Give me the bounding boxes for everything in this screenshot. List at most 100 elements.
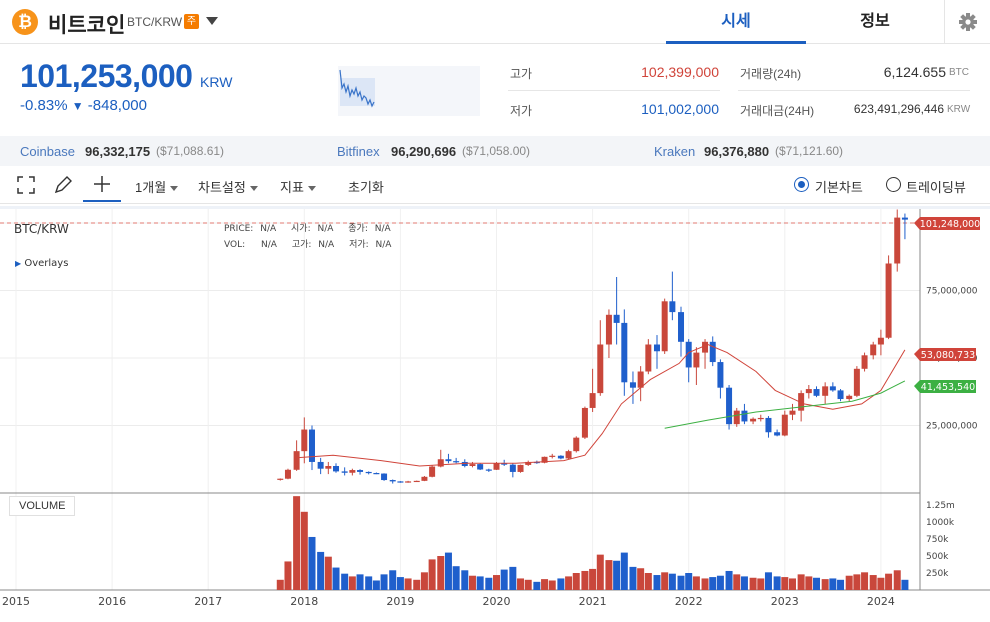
tab-market[interactable]: 시세 <box>666 0 806 44</box>
volume-bar <box>668 573 676 590</box>
settings-button[interactable] <box>944 0 990 44</box>
mini-price-chart[interactable] <box>338 66 480 116</box>
volume-bar <box>821 579 829 590</box>
basic-chart-label[interactable]: 기본차트 <box>815 180 863 195</box>
open-value: N/A <box>317 224 334 234</box>
volume-bar <box>788 578 796 590</box>
year-axis-tick: 2019 <box>386 595 414 608</box>
fullscreen-icon[interactable] <box>17 176 35 194</box>
candle-body <box>894 217 901 264</box>
volume-bar <box>709 577 717 590</box>
ma-short-line <box>294 343 906 467</box>
pencil-icon[interactable] <box>53 175 73 195</box>
volume-bar <box>548 580 556 590</box>
candle-body <box>573 437 580 452</box>
volume-bar <box>420 572 428 590</box>
volume-bar <box>444 552 452 590</box>
volume-bar <box>716 575 724 590</box>
candle-body <box>653 344 660 352</box>
exchange-coinbase[interactable]: Coinbase <box>20 144 75 159</box>
exchange-krw-price: 96,332,175 <box>85 144 151 159</box>
chevron-down-icon <box>170 186 179 192</box>
crosshair-button[interactable] <box>83 168 121 202</box>
low-label: 저가: <box>349 240 369 250</box>
candle-body <box>357 470 364 472</box>
divider <box>508 90 720 91</box>
ohlc-readout: PRICE: N/A 시가: N/A 종가: N/A <box>224 221 391 234</box>
candle-body <box>477 464 484 470</box>
year-axis-tick: 2024 <box>867 595 895 608</box>
candle-body <box>678 312 685 342</box>
volume-bar <box>661 572 669 590</box>
volume-bar <box>613 560 621 590</box>
candle-body <box>541 456 548 463</box>
candle-body <box>669 301 676 313</box>
volume-bar <box>805 576 813 590</box>
volume-bar <box>885 573 893 590</box>
candle-body <box>469 464 476 466</box>
volume-bar <box>581 570 589 590</box>
volume-bar <box>692 576 700 590</box>
volume-bar <box>533 581 541 590</box>
volume-bar <box>308 536 316 590</box>
exchange-bitfinex[interactable]: Bitfinex <box>337 144 380 159</box>
gear-icon <box>959 13 977 31</box>
volume-bar <box>372 580 380 590</box>
volume-bar <box>485 577 493 590</box>
volume-bar <box>565 576 573 590</box>
chart-settings-label: 차트설정 <box>198 180 246 195</box>
candle-body <box>709 341 716 363</box>
volume-bar <box>620 552 628 590</box>
candle-body <box>750 418 757 422</box>
exchange-kraken[interactable]: Kraken <box>654 144 696 159</box>
volume-bar <box>517 578 525 590</box>
year-axis-tick: 2023 <box>771 595 799 608</box>
change-amount: -848,000 <box>87 97 147 114</box>
reset-button[interactable]: 초기화 <box>348 180 384 195</box>
candle-body <box>445 459 452 462</box>
volume-bar <box>861 572 869 590</box>
candle-body <box>365 471 372 474</box>
crosshair-icon <box>94 176 110 192</box>
tradingview-radio[interactable] <box>886 177 901 192</box>
current-price: 101,253,000 <box>20 58 193 94</box>
volume-bar <box>740 576 748 590</box>
exchange-usd-price: ($71,088.61) <box>156 144 225 158</box>
interval-label: 1개월 <box>135 180 167 195</box>
price-change: -0.83% ▼ -848,000 <box>20 97 147 114</box>
volume-bar <box>629 566 637 590</box>
interval-dropdown[interactable]: 1개월 <box>135 177 179 196</box>
volume-bar <box>757 578 765 590</box>
tradingview-label[interactable]: 트레이딩뷰 <box>906 180 966 195</box>
exchange-usd-price: ($71,058.00) <box>462 144 531 158</box>
basic-chart-radio[interactable] <box>794 177 809 192</box>
volume-value: 6,124.655 <box>883 64 946 80</box>
volume-bar <box>317 551 325 590</box>
candle-body <box>277 478 284 480</box>
overlays-toggle[interactable]: ▶ Overlays <box>15 258 68 269</box>
volume-bar <box>332 567 340 590</box>
coin-dropdown-chevron-icon[interactable] <box>206 17 218 25</box>
coin-name[interactable]: 비트코인 <box>48 14 126 37</box>
volume-bar <box>356 574 364 590</box>
volume-bar <box>572 573 580 590</box>
chart-settings-dropdown[interactable]: 차트설정 <box>198 177 258 196</box>
amount-value: 623,491,296,446 <box>853 102 944 116</box>
candle-body <box>485 469 492 471</box>
volume-bar <box>365 576 373 590</box>
candle-body <box>429 466 436 477</box>
candle-body <box>605 314 612 345</box>
candle-body <box>493 463 500 470</box>
chart-symbol-label: BTC/KRW <box>14 222 69 236</box>
volume-bar <box>853 574 861 590</box>
high-value: 102,399,000 <box>641 64 719 80</box>
volume-axis-tick: 1.25m <box>926 501 955 511</box>
tab-info[interactable]: 정보 <box>860 13 890 30</box>
high-value: N/A <box>318 240 335 250</box>
candle-body <box>885 263 892 338</box>
volume-bar <box>557 578 565 590</box>
indicators-dropdown[interactable]: 지표 <box>280 177 316 196</box>
last-price-tag: 101,248,000 <box>914 217 980 230</box>
